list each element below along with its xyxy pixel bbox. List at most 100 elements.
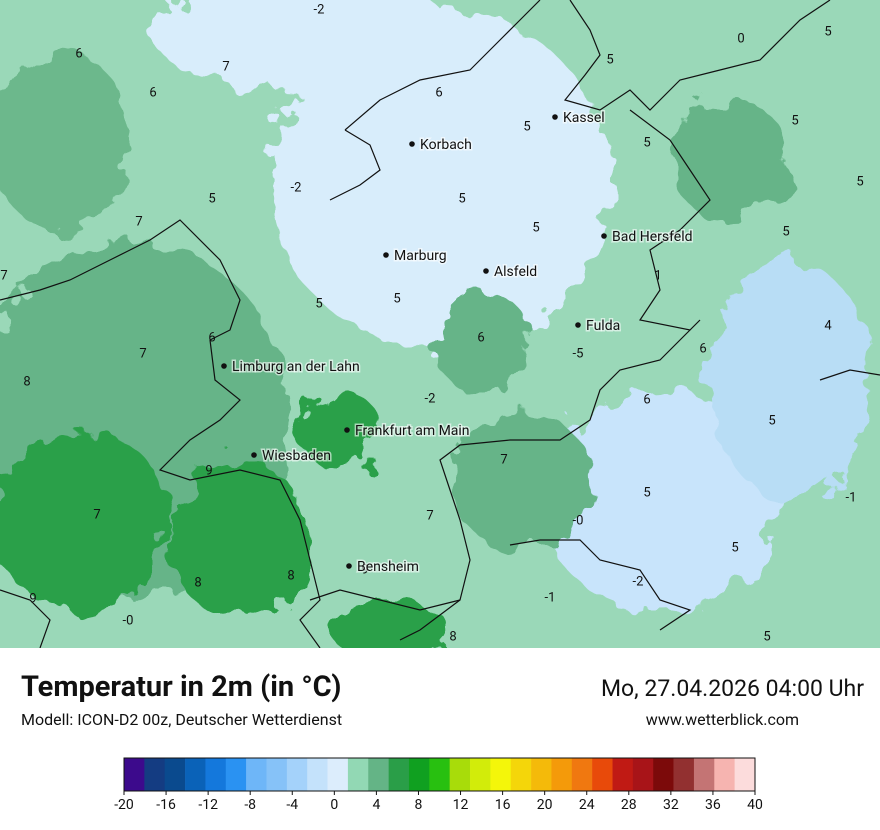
map-value-label: 6 [699,341,706,356]
temperature-field [0,0,870,648]
map-value-label: -2 [314,2,325,17]
warm-area [450,410,590,550]
city-dot [383,252,389,258]
borders [0,0,880,648]
map-value-label: 5 [643,135,650,150]
border [309,589,461,611]
map-value-label: -2 [425,391,436,406]
map-value-label: -0 [573,513,584,528]
city-dot [483,268,489,274]
border [399,329,691,641]
city-label: Wiesbaden [262,448,331,464]
website: www.wetterblick.com [645,710,799,729]
map-value-label: 5 [856,174,863,189]
map-labels: -2 0 5 6 7 5 6 6 5 5 5 -2 5 5 5 7 5 5 7 1 5 5 6 6 4 7 -5 6 8 -2 6 5 7 9 5 -… [0,2,863,644]
warm-area [0,430,170,610]
map-value-label: 5 [782,224,789,239]
map-value-label: 5 [824,24,831,39]
map-value-label: 8 [287,568,294,583]
map-value-label: 5 [523,119,530,134]
map-value-label: 8 [23,374,30,389]
map-value-label: -2 [291,180,302,195]
city-dot [601,233,607,239]
map-value-label: 4 [824,318,832,333]
map-value-label: 9 [29,591,36,606]
map-value-label: 7 [139,346,146,361]
map-value-label: -5 [573,346,584,361]
cold-area [150,0,450,90]
map-value-label: -1 [545,590,556,605]
map-value-label: 6 [477,330,484,345]
warm-area [0,50,130,230]
city-label: Kassel [563,110,605,126]
warm-area [330,600,450,648]
city-dot [251,452,257,458]
map-value-label: 8 [194,575,201,590]
map-value-label: 7 [0,268,7,283]
map-value-label: 5 [731,540,738,555]
map-value-label: 5 [532,220,539,235]
map-value-label: 9 [205,463,212,478]
city-dot [344,427,350,433]
warm-area [430,290,530,390]
map: -2 0 5 6 7 5 6 6 5 5 5 -2 5 5 5 7 5 5 7 1 5 5 6 6 4 7 -5 6 8 -2 6 5 7 9 5 -… [0,0,880,648]
city-label: Bad Hersfeld [612,229,693,245]
border [158,339,321,648]
cities: Kassel Korbach Bad Hersfeld Marburg Alsfeld F… [221,109,694,577]
border [0,589,51,648]
cold-area [540,390,780,610]
map-value-label: 5 [458,191,465,206]
map-value-label: -1 [846,490,857,505]
map-value-label: 7 [426,508,433,523]
city-label: Korbach [420,137,472,153]
city-dot [552,114,558,120]
map-value-label: 8 [449,629,456,644]
map-value-label: 6 [643,392,650,407]
cold-area [270,10,610,350]
map-value-label: 7 [222,59,229,74]
warm-area [300,390,380,470]
map-value-label: 0 [737,31,744,46]
map-value-label: 5 [208,191,215,206]
city-dot [409,141,415,147]
map-value-label: 7 [135,214,142,229]
warm-area [170,460,310,620]
map-value-label: 6 [435,85,442,100]
datetime: Mo, 27.04.2026 04:00 Uhr [600,675,864,702]
subtitle: Modell: ICON-D2 00z, Deutscher Wetterdie… [21,710,343,729]
map-value-label: -2 [633,574,644,589]
border [819,369,880,381]
city-label: Fulda [586,318,620,334]
map-value-label: 6 [149,85,156,100]
map-value-label: 1 [654,268,661,283]
warm-area [670,100,790,220]
map-value-label: 5 [315,296,322,311]
city-label: Limburg an der Lahn [232,359,360,375]
city-label: Alsfeld [494,264,537,280]
city-label: Frankfurt am Main [355,423,470,439]
border [344,0,541,131]
city-dot [575,322,581,328]
border [629,109,711,331]
city-dot [346,563,352,569]
map-value-label: 7 [93,507,100,522]
border [329,129,381,201]
map-value-label: 9 [361,562,368,577]
map-value-label: 6 [75,46,82,61]
map-value-label: 5 [393,291,400,306]
map-value-label: -0 [123,613,134,628]
map-value-label: 5 [643,485,650,500]
city-label: Marburg [394,248,447,264]
map-value-label: 5 [763,629,770,644]
border [509,539,692,631]
city-dot [221,363,227,369]
border [0,219,241,341]
map-value-label: 5 [606,52,613,67]
cold-area [710,260,870,500]
map-value-label: 7 [500,452,507,467]
map-value-label: 5 [791,113,798,128]
map-value-label: 6 [208,330,215,345]
title: Temperatur in 2m (in °C) [21,670,342,704]
city-label: Bensheim [357,559,419,575]
